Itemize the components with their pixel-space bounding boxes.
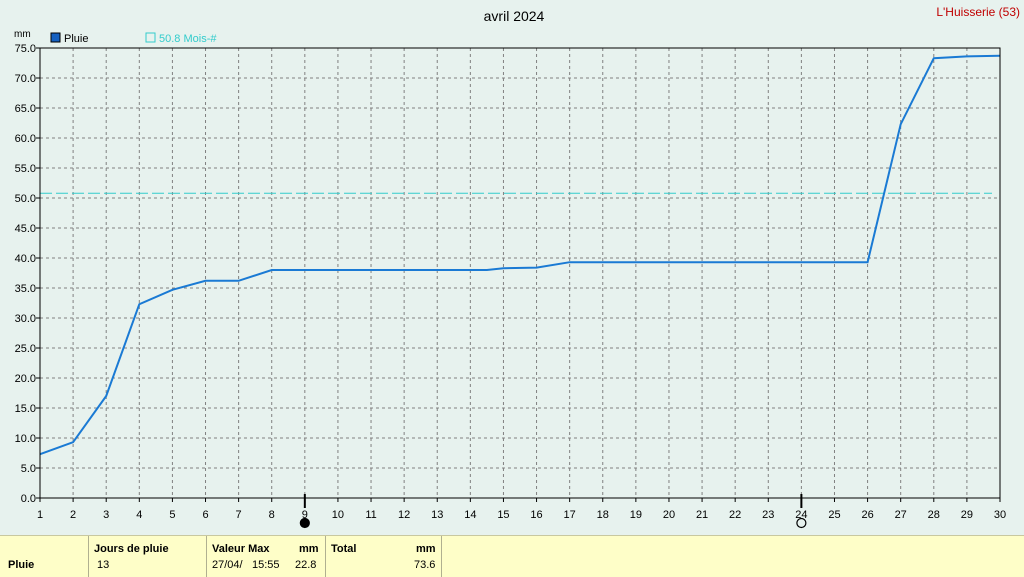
x-tick-label: 11 — [365, 509, 376, 521]
summary-divider — [441, 536, 442, 577]
y-tick-label: 0.0 — [21, 493, 36, 505]
x-tick-label: 22 — [729, 509, 741, 521]
legend-reference-label: 50.8 Mois-# — [159, 33, 217, 45]
x-tick-label: 23 — [762, 509, 774, 521]
valmax-header: Valeur Max — [212, 543, 270, 555]
full-moon-icon — [299, 517, 310, 529]
summary-row-label: Pluie — [8, 559, 35, 571]
x-tick-label: 15 — [497, 509, 509, 521]
grid — [40, 48, 1000, 498]
legend-series-swatch — [50, 32, 61, 43]
x-tick-label: 29 — [961, 509, 973, 521]
x-tick-label: 6 — [202, 509, 208, 521]
x-tick-label: 17 — [564, 509, 576, 521]
y-tick-label: 35.0 — [15, 283, 36, 295]
y-tick-label: 55.0 — [15, 163, 36, 175]
x-tick-label: 19 — [630, 509, 642, 521]
x-tick-label: 27 — [895, 509, 907, 521]
x-tick-label: 30 — [994, 509, 1006, 521]
x-tick-label: 12 — [398, 509, 410, 521]
summary-table: Pluie Jours de pluie 13 Valeur Max mm 27… — [0, 535, 1024, 577]
y-axis: 0.0 5.0 10.0 15.0 20.0 25.0 30.0 35.0 40.0 45.0 50… — [15, 43, 40, 505]
y-tick-label: 20.0 — [15, 373, 36, 385]
summary-divider — [88, 536, 89, 577]
legend-series-label: Pluie — [64, 33, 88, 45]
valmax-unit: mm — [299, 543, 319, 555]
x-tick-label: 10 — [332, 509, 344, 521]
total-value: 73.6 — [414, 559, 436, 571]
rainfall-chart: avril 2024 L'Huisserie (53) mm Pluie 50.… — [14, 5, 1020, 529]
x-tick-label: 5 — [169, 509, 175, 521]
x-tick-label: 9 — [302, 509, 308, 521]
x-tick-label: 20 — [663, 509, 675, 521]
x-tick-label: 3 — [103, 509, 109, 521]
x-tick-label: 13 — [431, 509, 443, 521]
legend: Pluie 50.8 Mois-# — [50, 32, 217, 45]
moon-markers — [299, 494, 807, 529]
y-tick-label: 25.0 — [15, 343, 36, 355]
y-tick-label: 65.0 — [15, 103, 36, 115]
jours-header: Jours de pluie — [94, 543, 169, 555]
x-tick-label: 7 — [236, 509, 242, 521]
total-header: Total — [331, 543, 357, 555]
x-tick-label: 25 — [828, 509, 840, 521]
valmax-time: 15:55 — [252, 559, 280, 571]
total-unit: mm — [416, 543, 436, 555]
y-tick-label: 30.0 — [15, 313, 36, 325]
x-tick-label: 1 — [37, 509, 43, 521]
valmax-value: 22.8 — [295, 559, 317, 571]
x-tick-label: 4 — [136, 509, 142, 521]
legend-reference-swatch — [145, 32, 156, 43]
x-tick-label: 28 — [928, 509, 940, 521]
summary-divider — [325, 536, 326, 577]
summary-divider — [206, 536, 207, 577]
y-tick-label: 10.0 — [15, 433, 36, 445]
x-tick-label: 26 — [861, 509, 873, 521]
y-tick-label: 70.0 — [15, 73, 36, 85]
x-tick-label: 24 — [795, 509, 807, 521]
station-label: L'Huisserie (53) — [936, 5, 1020, 19]
x-tick-label: 14 — [464, 509, 476, 521]
y-axis-unit: mm — [14, 29, 31, 40]
series-line-pluie — [39, 54, 1001, 456]
y-tick-label: 15.0 — [15, 403, 36, 415]
y-tick-label: 45.0 — [15, 223, 36, 235]
x-axis: 1 2 3 4 5 6 7 8 9 10 11 12 13 14 15 16 17 18 19 20 21 22 23 24 2… — [37, 498, 1006, 521]
x-tick-label: 21 — [696, 509, 708, 521]
y-tick-label: 60.0 — [15, 133, 36, 145]
plot-area — [40, 48, 1000, 498]
y-tick-label: 75.0 — [15, 43, 36, 55]
valmax-date: 27/04/ — [212, 559, 243, 571]
x-tick-label: 8 — [269, 509, 275, 521]
x-tick-label: 18 — [597, 509, 609, 521]
x-tick-label: 2 — [70, 509, 76, 521]
y-tick-label: 5.0 — [21, 463, 36, 475]
x-tick-label: 16 — [530, 509, 542, 521]
jours-value: 13 — [97, 559, 110, 571]
chart-title: avril 2024 — [484, 8, 545, 24]
new-moon-icon — [796, 517, 807, 529]
y-tick-label: 40.0 — [15, 253, 36, 265]
plot-frame — [39, 47, 1001, 499]
y-tick-label: 50.0 — [15, 193, 36, 205]
